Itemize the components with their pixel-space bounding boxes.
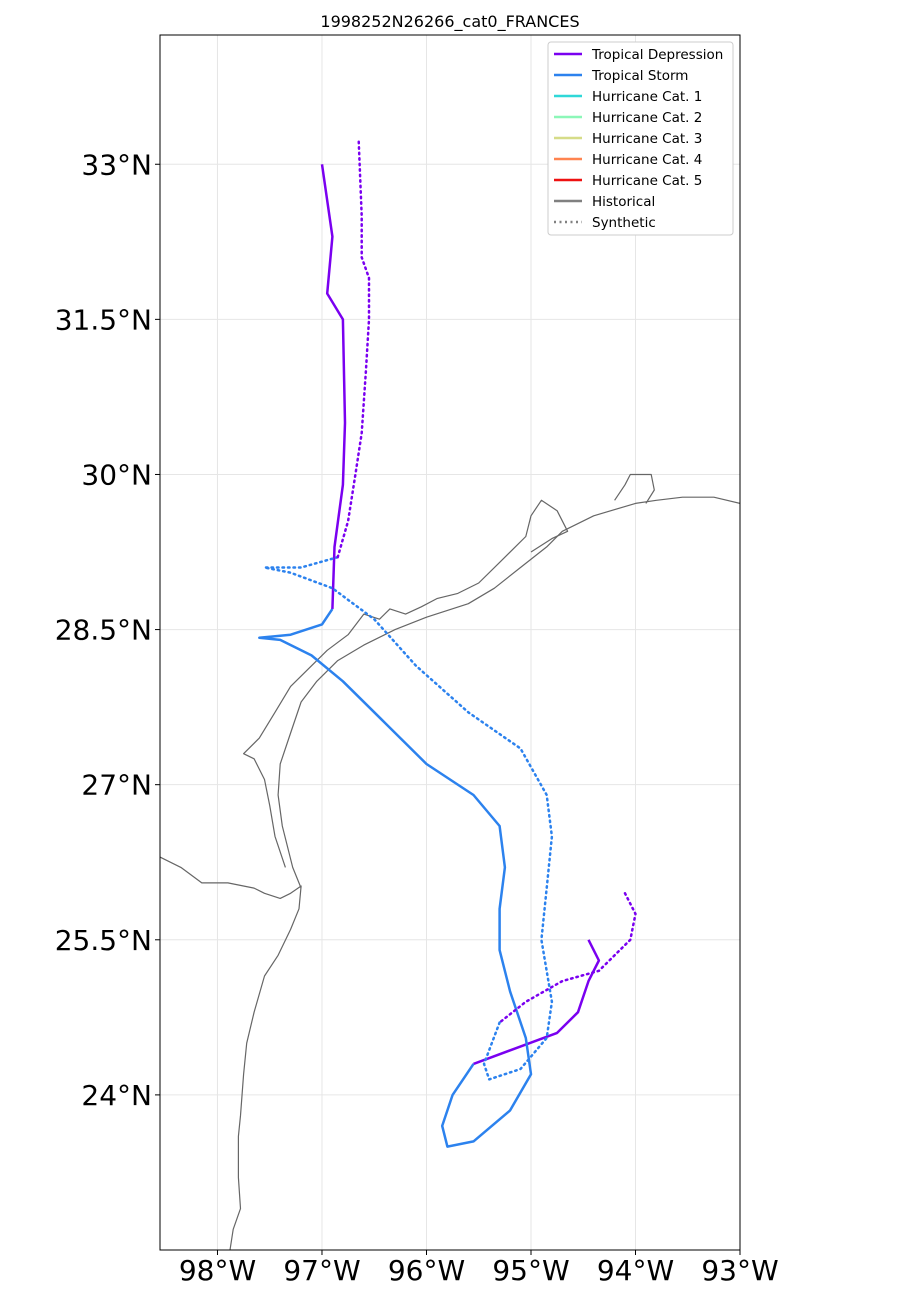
legend-label-hurricane-cat-5: Hurricane Cat. 5 <box>592 173 702 189</box>
synthetic-track-tropical-depression <box>336 137 371 559</box>
legend-label-synthetic: Synthetic <box>592 215 656 231</box>
axis-ticks: 98°W 97°W 96°W 95°W 94°W 93°W 33°N 31.5°N 30°N 28… <box>55 148 779 1287</box>
coastline-segment <box>614 473 655 504</box>
coastline-segment <box>243 499 569 868</box>
legend-label-hurricane-cat-2: Hurricane Cat. 2 <box>592 110 702 126</box>
map-title: 1998252N26266_cat0_FRANCES <box>320 12 579 32</box>
x-tick-label: 94°W <box>597 1254 674 1287</box>
y-tick-label: 30°N <box>81 458 152 491</box>
storm-tracks <box>258 137 637 1148</box>
y-tick-label: 25.5°N <box>55 924 152 957</box>
legend: Tropical Depression Tropical Storm Hurrica… <box>547 41 734 236</box>
coastline-segment <box>160 856 302 1250</box>
x-tick-label: 95°W <box>492 1254 569 1287</box>
legend-label-tropical-depression: Tropical Depression <box>591 47 723 63</box>
legend-label-historical: Historical <box>592 194 655 210</box>
historical-track-tropical-storm <box>258 608 533 1148</box>
legend-box <box>547 41 734 236</box>
plot-frame <box>159 34 741 1251</box>
legend-label-tropical-storm: Tropical Storm <box>591 68 688 84</box>
x-tick-label: 93°W <box>701 1254 778 1287</box>
historical-track-tropical-depression <box>473 939 601 1066</box>
y-tick-label: 27°N <box>81 769 152 802</box>
synthetic-track-tropical-depression <box>498 892 637 1024</box>
x-tick-label: 97°W <box>283 1254 360 1287</box>
y-tick-label: 31.5°N <box>55 303 152 336</box>
y-tick-label: 24°N <box>81 1079 152 1112</box>
x-tick-label: 98°W <box>179 1254 256 1287</box>
synthetic-track-tropical-storm <box>263 555 554 1081</box>
legend-label-hurricane-cat-1: Hurricane Cat. 1 <box>592 89 702 105</box>
y-tick-label: 28.5°N <box>55 614 152 647</box>
y-tick-label: 33°N <box>81 148 152 181</box>
legend-label-hurricane-cat-4: Hurricane Cat. 4 <box>592 152 702 168</box>
x-tick-label: 96°W <box>388 1254 465 1287</box>
coastline <box>160 473 740 1250</box>
coastline-segment <box>277 496 740 889</box>
historical-track-tropical-depression <box>320 164 347 609</box>
legend-label-hurricane-cat-3: Hurricane Cat. 3 <box>592 131 702 147</box>
